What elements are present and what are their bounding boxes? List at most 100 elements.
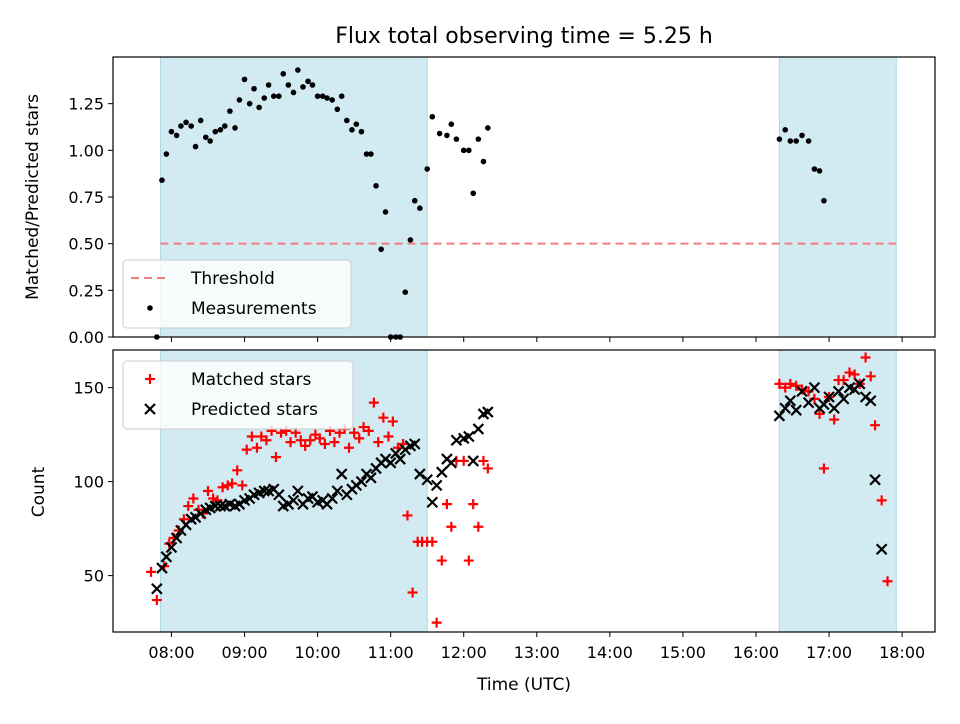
matched-star-point (363, 425, 374, 436)
predicted-star-point (151, 582, 163, 595)
matched-star-point (870, 420, 881, 431)
legend-top-box (122, 259, 352, 329)
measurement-point (314, 93, 321, 99)
measurement-point (453, 136, 460, 142)
matched-star-point (378, 412, 389, 423)
legend-label: Matched stars (191, 370, 311, 390)
matched-star-point (232, 465, 243, 476)
measurement-point (236, 97, 243, 103)
predicted-star-point (426, 496, 439, 509)
measurement-point (338, 93, 345, 99)
x-tick-label-9: 17:00 (806, 643, 852, 662)
matched-star-point (446, 521, 457, 532)
predicted-star-point (335, 468, 348, 480)
legend-matched-swatch (145, 374, 155, 384)
matched-star-point (463, 555, 474, 566)
x-tick-label-6: 14:00 (587, 643, 633, 662)
matched-star-point (427, 536, 438, 547)
measurement-point (251, 85, 257, 92)
measurement-point (188, 123, 194, 129)
x-tick-label-2: 10:00 (295, 643, 341, 662)
matched-star-point (818, 463, 829, 474)
measurement-point (480, 158, 487, 165)
matched-star-point (473, 521, 484, 532)
predicted-star-point (384, 457, 397, 469)
axes-frame-1 (112, 349, 936, 633)
measurement-point (411, 197, 418, 204)
measurement-point (429, 113, 436, 120)
predicted-star-point (414, 468, 426, 480)
predicted-star-point (467, 455, 479, 467)
legend-label: Threshold (190, 269, 275, 289)
predicted-star-point (331, 485, 344, 497)
predicted-star-point (156, 562, 168, 574)
predicted-star-point (853, 378, 866, 390)
x-tick-label-4: 12:00 (441, 643, 487, 662)
measurement-point (397, 334, 403, 340)
measurement-point (319, 93, 326, 99)
matched-star-point (478, 455, 489, 466)
matched-star-point (373, 437, 384, 448)
predicted-star-point (823, 391, 835, 403)
measurement-point (227, 108, 233, 114)
matched-star-point (314, 433, 325, 444)
measurement-point (290, 89, 297, 96)
measurement-point (265, 82, 272, 88)
matched-star-point (151, 595, 162, 606)
predicted-star-point (472, 423, 485, 435)
matched-star-point (183, 501, 194, 512)
measurement-point (776, 136, 783, 142)
measurement-point (448, 121, 455, 127)
y-tick-label-0-4: 1.00 (68, 141, 104, 160)
matched-star-point (344, 442, 355, 453)
matched-star-point (349, 427, 360, 438)
measurement-point (821, 197, 827, 204)
matched-star-point (305, 435, 316, 446)
predicted-star-point (258, 485, 271, 497)
matched-star-point (246, 431, 257, 442)
measurement-point (212, 128, 219, 135)
matched-star-point (814, 408, 825, 419)
measurement-point (154, 334, 160, 340)
predicted-star-point (779, 402, 791, 415)
measurement-point (221, 123, 228, 129)
measurement-point (787, 138, 794, 144)
measurement-point (334, 106, 341, 113)
matched-star-point (251, 442, 262, 453)
measurement-point (402, 289, 409, 296)
measurement-point (270, 93, 277, 99)
measurement-point (241, 76, 248, 83)
y-tick-label-0-3: 0.75 (68, 188, 104, 207)
measurement-point (285, 82, 292, 88)
measurement-point (202, 134, 209, 141)
x-tick-label-8: 16:00 (733, 643, 779, 662)
matched-star-point (145, 566, 156, 577)
measurement-point (444, 132, 450, 139)
shaded-intervals (159, 56, 897, 633)
measurement-point (329, 97, 336, 103)
legend-label: Measurements (191, 299, 317, 319)
y-tick-label-1-0: 50 (84, 567, 104, 586)
x-tick-label-10: 18:00 (879, 643, 925, 662)
predicted-star-point (864, 394, 877, 407)
legend-bottom: Matched stars Predicted stars (122, 360, 354, 430)
measurement-point (192, 143, 199, 150)
predicted-star-point (355, 475, 368, 488)
predicted-star-point (463, 430, 475, 443)
measurement-point (363, 151, 370, 157)
matched-star-point (436, 555, 447, 566)
matched-star-point (202, 486, 213, 496)
measurement-point (378, 246, 384, 253)
matched-star-point (270, 452, 281, 463)
measurement-point (485, 125, 491, 131)
measurement-point (475, 136, 482, 142)
matched-star-point (295, 435, 306, 446)
matched-star-point (829, 414, 840, 425)
measurement-point (799, 132, 805, 139)
measurement-point (163, 151, 170, 157)
predicted-star-point (808, 381, 821, 394)
predicted-star-point (408, 438, 421, 450)
predicted-star-point (165, 541, 178, 554)
measurement-point (261, 95, 268, 101)
